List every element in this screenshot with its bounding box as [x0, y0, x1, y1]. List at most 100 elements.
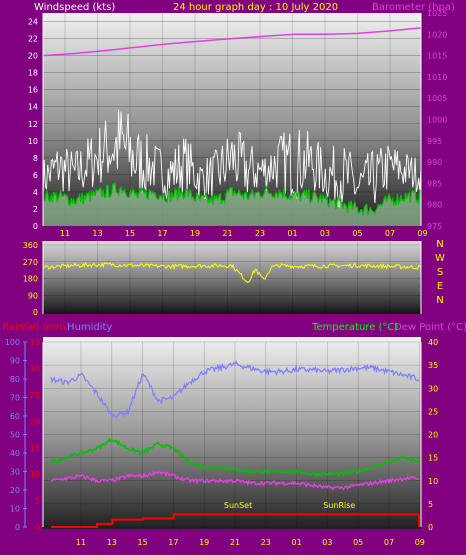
rain-y-tick-label: 15: [30, 444, 40, 453]
rain-y-tick-label: 0: [35, 523, 40, 532]
temp-panel-axes: 0102030405060708090100051015202530350510…: [5, 338, 438, 547]
barometer-axis-title: Barometer (hpa): [372, 2, 455, 13]
barometer-series: [42, 27, 422, 57]
humidity-y-tick-label: 90: [10, 357, 20, 366]
wind-y-tick-label: 6: [33, 171, 38, 180]
wind-x-tick-label: 03: [320, 229, 330, 238]
temp-x-tick-label: 09: [415, 538, 425, 547]
wind-x-tick-label: 21: [222, 229, 232, 238]
sun-annotation: SunSet: [224, 501, 252, 510]
wind-x-tick-label: 09: [417, 229, 427, 238]
wind-y-tick-label: 0: [33, 222, 38, 231]
rain-y-tick-label: 30: [30, 364, 40, 373]
temp-x-tick-label: 11: [76, 538, 86, 547]
temp-y-tick-label: 0: [428, 523, 433, 532]
wind-y-tick-label: 2: [33, 205, 38, 214]
humidity-y-tick-label: 30: [10, 468, 20, 477]
barometer-y-tick-label: 1010: [427, 73, 447, 82]
rain-y-tick-label: 20: [30, 417, 40, 426]
temp-x-tick-label: 13: [107, 538, 117, 547]
humidity-y-tick-label: 60: [10, 412, 20, 421]
wind-x-tick-label: 17: [157, 229, 167, 238]
wind-panel-series: [42, 27, 422, 226]
wind-y-tick-label: 22: [28, 35, 38, 44]
wind-y-tick-label: 24: [28, 18, 38, 27]
wind-x-tick-label: 11: [60, 229, 70, 238]
compass-label: E: [437, 281, 443, 292]
temp-x-tick-label: 19: [199, 538, 209, 547]
humidity-y-tick-label: 80: [10, 375, 20, 384]
barometer-y-tick-label: 995: [427, 137, 442, 146]
temperature-axis-title: Temperature (°C): [311, 322, 398, 333]
direction-y-tick-label: 360: [23, 241, 38, 250]
barometer-y-tick-label: 990: [427, 158, 442, 167]
wind-y-tick-label: 14: [28, 103, 38, 112]
temp-x-tick-label: 05: [353, 538, 363, 547]
wind-x-tick-label: 15: [125, 229, 135, 238]
wind-y-tick-label: 10: [28, 137, 38, 146]
wind-y-tick-label: 18: [28, 69, 38, 78]
wind-x-tick-label: 07: [385, 229, 395, 238]
direction-y-tick-label: 270: [23, 258, 38, 267]
direction-panel-grid: [43, 241, 423, 314]
wind-x-tick-label: 19: [190, 229, 200, 238]
temp-panel-series: [50, 360, 420, 528]
humidity-y-tick-label: 100: [5, 338, 20, 347]
barometer-y-tick-label: 985: [427, 179, 442, 188]
wind-y-tick-label: 12: [28, 120, 38, 129]
humidity-y-tick-label: 70: [10, 394, 20, 403]
direction-y-tick-label: 180: [23, 275, 38, 284]
humidity-series: [50, 360, 420, 419]
barometer-y-tick-label: 1015: [427, 52, 447, 61]
barometer-y-tick-label: 1020: [427, 30, 447, 39]
wind-x-tick-label: 05: [352, 229, 362, 238]
temp-x-tick-label: 17: [168, 538, 178, 547]
compass-label: N: [436, 295, 443, 306]
rain-y-tick-label: 5: [35, 497, 40, 506]
wind-y-tick-label: 20: [28, 52, 38, 61]
barometer-y-tick-label: 1000: [427, 116, 447, 125]
temp-x-tick-label: 01: [292, 538, 302, 547]
wind-x-tick-label: 23: [255, 229, 265, 238]
temp-x-tick-label: 23: [261, 538, 271, 547]
wind-axis-title: Windspeed (kts): [34, 2, 115, 13]
dewpoint-axis-title: Dew Point (°C): [394, 322, 466, 333]
barometer-y-tick-label: 1005: [427, 94, 447, 103]
temp-panel-grid: [43, 341, 421, 528]
sun-annotation: SunRise: [323, 501, 355, 510]
wind-average-series: [42, 181, 422, 216]
chart-title: 24 hour graph day : 10 July 2020: [173, 2, 338, 13]
barometer-y-tick-label: 980: [427, 201, 442, 210]
barometer-y-tick-label: 1025: [427, 9, 447, 18]
temperature-series: [50, 437, 420, 478]
wind-x-tick-label: 13: [92, 229, 102, 238]
temp-y-tick-label: 35: [428, 361, 438, 370]
direction-y-tick-label: 90: [28, 291, 38, 300]
humidity-y-tick-label: 0: [15, 523, 20, 532]
humidity-y-tick-label: 50: [10, 431, 20, 440]
temp-y-tick-label: 25: [428, 407, 438, 416]
temp-y-tick-label: 30: [428, 384, 438, 393]
wind-y-tick-label: 16: [28, 86, 38, 95]
direction-panel-bg: [43, 241, 421, 314]
dewpoint-series: [50, 469, 420, 492]
compass-label: S: [437, 267, 443, 278]
temp-y-tick-label: 5: [428, 500, 433, 509]
direction-panel-series: [42, 261, 422, 284]
wind-y-tick-label: 4: [33, 188, 38, 197]
temp-y-tick-label: 40: [428, 338, 438, 347]
temp-y-tick-label: 15: [428, 454, 438, 463]
temp-x-tick-label: 07: [384, 538, 394, 547]
temp-y-tick-label: 20: [428, 431, 438, 440]
compass-label: W: [435, 253, 445, 264]
rain-y-tick-label: 35: [30, 338, 40, 347]
direction-y-tick-label: 0: [33, 308, 38, 317]
rainfall-axis-title: Rainfall (mm): [2, 322, 70, 333]
humidity-axis-title: Humidity: [67, 322, 112, 333]
wind-gust-series: [42, 109, 422, 208]
rainfall-series: [51, 513, 419, 528]
rain-y-tick-label: 25: [30, 391, 40, 400]
wind-y-tick-label: 8: [33, 154, 38, 163]
